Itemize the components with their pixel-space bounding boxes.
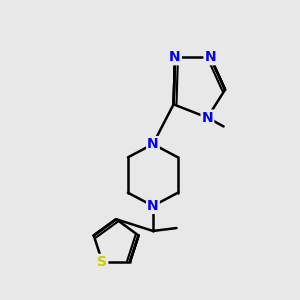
Text: N: N [147, 199, 159, 213]
Text: S: S [97, 255, 107, 269]
Text: N: N [202, 111, 213, 124]
Text: N: N [205, 50, 216, 64]
Text: N: N [169, 50, 181, 64]
Text: N: N [147, 137, 159, 151]
